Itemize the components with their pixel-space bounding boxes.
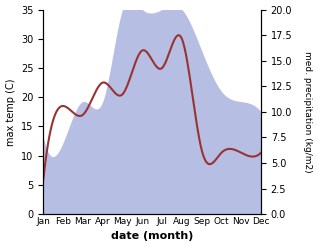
X-axis label: date (month): date (month) [111, 231, 193, 242]
Y-axis label: max temp (C): max temp (C) [5, 78, 16, 145]
Y-axis label: med. precipitation (kg/m2): med. precipitation (kg/m2) [303, 51, 313, 173]
